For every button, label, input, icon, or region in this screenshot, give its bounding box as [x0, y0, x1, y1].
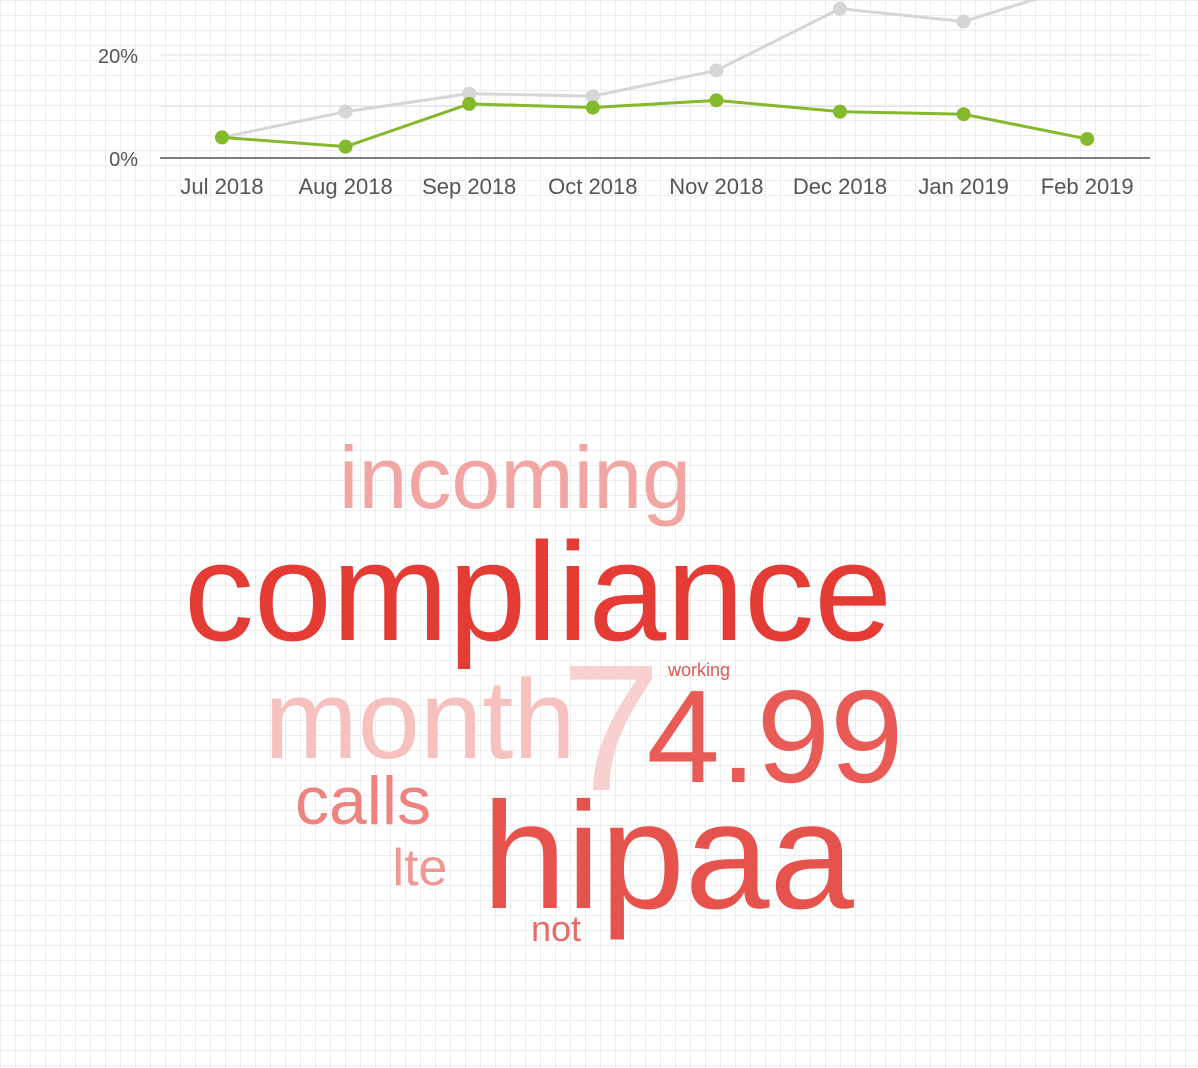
data-point[interactable]: [956, 107, 971, 122]
y-tick-label: 0%: [109, 149, 138, 171]
word-compliance: compliance: [184, 513, 892, 670]
data-point[interactable]: [462, 86, 477, 101]
x-tick-label: Jan 2019: [918, 174, 1009, 199]
x-tick-label: Jul 2018: [180, 174, 263, 199]
data-point[interactable]: [833, 1, 847, 16]
word-working: working: [667, 660, 730, 680]
data-point[interactable]: [709, 93, 724, 108]
word-499: 4.99: [647, 663, 904, 810]
data-point[interactable]: [833, 104, 847, 119]
data-point[interactable]: [215, 130, 229, 145]
word-month: month: [264, 657, 575, 782]
word-lte: lte: [393, 839, 448, 897]
x-tick-label: Aug 2018: [298, 174, 392, 199]
series-line: [221, 0, 1038, 139]
data-point[interactable]: [1080, 131, 1095, 146]
word-7: 7: [561, 628, 661, 829]
data-point[interactable]: [338, 104, 353, 119]
x-tick-label: Sep 2018: [422, 174, 516, 199]
data-point[interactable]: [585, 89, 600, 104]
x-tick-label: Oct 2018: [548, 174, 637, 199]
trend-line-chart: 0% 20% Jul 2018 Aug 2018 Sep 2018 Oct 2018 Nov…: [98, 0, 1150, 199]
word-incoming: incoming: [339, 428, 691, 527]
x-tick-label: Nov 2018: [669, 174, 763, 199]
data-point[interactable]: [956, 14, 971, 29]
x-tick-label: Dec 2018: [793, 174, 887, 199]
y-tick-label: 20%: [98, 46, 138, 68]
x-tick-label: Feb 2019: [1041, 174, 1134, 199]
word-calls: calls: [295, 763, 431, 839]
data-point[interactable]: [585, 100, 600, 115]
word-hipaa: hipaa: [482, 771, 854, 941]
data-point[interactable]: [709, 63, 724, 78]
word-not: not: [531, 908, 581, 949]
data-point[interactable]: [462, 96, 477, 111]
data-point[interactable]: [338, 139, 353, 154]
series-line: [221, 98, 1088, 149]
